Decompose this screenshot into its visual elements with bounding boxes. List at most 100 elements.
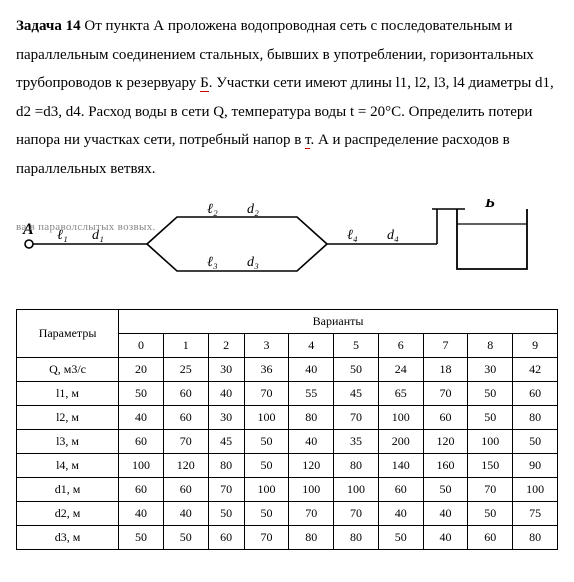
value-cell: 50 (378, 526, 423, 550)
value-cell: 100 (244, 478, 289, 502)
underlined-b: Б (200, 75, 209, 92)
value-cell: 100 (513, 478, 558, 502)
param-cell: d3, м (17, 526, 119, 550)
value-cell: 25 (163, 358, 208, 382)
value-cell: 50 (163, 526, 208, 550)
value-cell: 50 (468, 382, 513, 406)
header-param: Параметры (17, 310, 119, 358)
value-cell: 200 (378, 430, 423, 454)
node-a-icon (25, 240, 33, 248)
value-cell: 50 (119, 382, 164, 406)
value-cell: 50 (119, 526, 164, 550)
value-cell: 18 (423, 358, 468, 382)
value-cell: 150 (468, 454, 513, 478)
value-cell: 24 (378, 358, 423, 382)
value-cell: 140 (378, 454, 423, 478)
value-cell: 40 (289, 358, 334, 382)
value-cell: 30 (208, 358, 244, 382)
variants-table: Параметры Варианты 0123456789 Q, м3/с202… (16, 309, 558, 550)
value-cell: 40 (119, 502, 164, 526)
value-cell: 60 (163, 478, 208, 502)
value-cell: 35 (334, 430, 379, 454)
value-cell: 45 (208, 430, 244, 454)
value-cell: 50 (208, 502, 244, 526)
value-cell: 70 (423, 382, 468, 406)
table-row: l1, м50604070554565705060 (17, 382, 558, 406)
variant-num: 8 (468, 334, 513, 358)
table-row: d1, м606070100100100605070100 (17, 478, 558, 502)
value-cell: 80 (334, 454, 379, 478)
value-cell: 60 (208, 526, 244, 550)
param-cell: l1, м (17, 382, 119, 406)
label-d3: d₃ (247, 255, 259, 270)
value-cell: 100 (468, 430, 513, 454)
variant-num: 5 (334, 334, 379, 358)
value-cell: 80 (289, 526, 334, 550)
value-cell: 40 (163, 502, 208, 526)
param-cell: l4, м (17, 454, 119, 478)
variant-num: 0 (119, 334, 164, 358)
table-row: d2, м40405050707040405075 (17, 502, 558, 526)
table-row: d3, м50506070808050406080 (17, 526, 558, 550)
pipe-diagram: ва в параволслытых возвых. A ℓ₁ d₁ ℓ₂ d₂… (16, 199, 558, 289)
table-row: l3, м60704550403520012010050 (17, 430, 558, 454)
table-header-row-1: Параметры Варианты (17, 310, 558, 334)
reservoir-icon (457, 209, 527, 269)
value-cell: 90 (513, 454, 558, 478)
pipe-3-lower (147, 244, 327, 271)
value-cell: 60 (378, 478, 423, 502)
value-cell: 100 (334, 478, 379, 502)
label-l4: ℓ₄ (347, 228, 358, 243)
value-cell: 60 (468, 526, 513, 550)
value-cell: 30 (468, 358, 513, 382)
value-cell: 60 (163, 382, 208, 406)
variant-num: 1 (163, 334, 208, 358)
value-cell: 160 (423, 454, 468, 478)
value-cell: 70 (244, 382, 289, 406)
value-cell: 55 (289, 382, 334, 406)
value-cell: 42 (513, 358, 558, 382)
value-cell: 60 (163, 406, 208, 430)
variant-num: 6 (378, 334, 423, 358)
variant-num: 3 (244, 334, 289, 358)
label-d2: d₂ (247, 202, 259, 217)
value-cell: 70 (289, 502, 334, 526)
value-cell: 45 (334, 382, 379, 406)
problem-title: Задача 14 (16, 18, 81, 34)
value-cell: 50 (244, 502, 289, 526)
variant-num: 2 (208, 334, 244, 358)
value-cell: 40 (119, 406, 164, 430)
variant-num: 9 (513, 334, 558, 358)
value-cell: 80 (289, 406, 334, 430)
value-cell: 50 (468, 406, 513, 430)
value-cell: 100 (378, 406, 423, 430)
value-cell: 20 (119, 358, 164, 382)
ghost-text: ва в параволслытых возвых. (16, 221, 156, 233)
value-cell: 50 (334, 358, 379, 382)
value-cell: 80 (208, 454, 244, 478)
value-cell: 50 (423, 478, 468, 502)
value-cell: 60 (513, 382, 558, 406)
problem-text: Задача 14 От пункта А проложена водопров… (16, 12, 558, 183)
variant-num: 7 (423, 334, 468, 358)
value-cell: 70 (163, 430, 208, 454)
value-cell: 75 (513, 502, 558, 526)
value-cell: 60 (119, 478, 164, 502)
value-cell: 70 (208, 478, 244, 502)
diagram-svg: A ℓ₁ d₁ ℓ₂ d₂ ℓ₃ d₃ ℓ₄ d₄ Б (16, 199, 558, 289)
value-cell: 100 (244, 406, 289, 430)
value-cell: 70 (334, 406, 379, 430)
label-l2: ℓ₂ (207, 202, 218, 217)
value-cell: 40 (289, 430, 334, 454)
pipe-2-upper (147, 217, 327, 244)
value-cell: 70 (334, 502, 379, 526)
table-row: Q, м3/с20253036405024183042 (17, 358, 558, 382)
param-cell: Q, м3/с (17, 358, 119, 382)
value-cell: 50 (513, 430, 558, 454)
value-cell: 120 (163, 454, 208, 478)
value-cell: 30 (208, 406, 244, 430)
value-cell: 60 (423, 406, 468, 430)
value-cell: 100 (289, 478, 334, 502)
param-cell: l2, м (17, 406, 119, 430)
label-l3: ℓ₃ (207, 255, 218, 270)
